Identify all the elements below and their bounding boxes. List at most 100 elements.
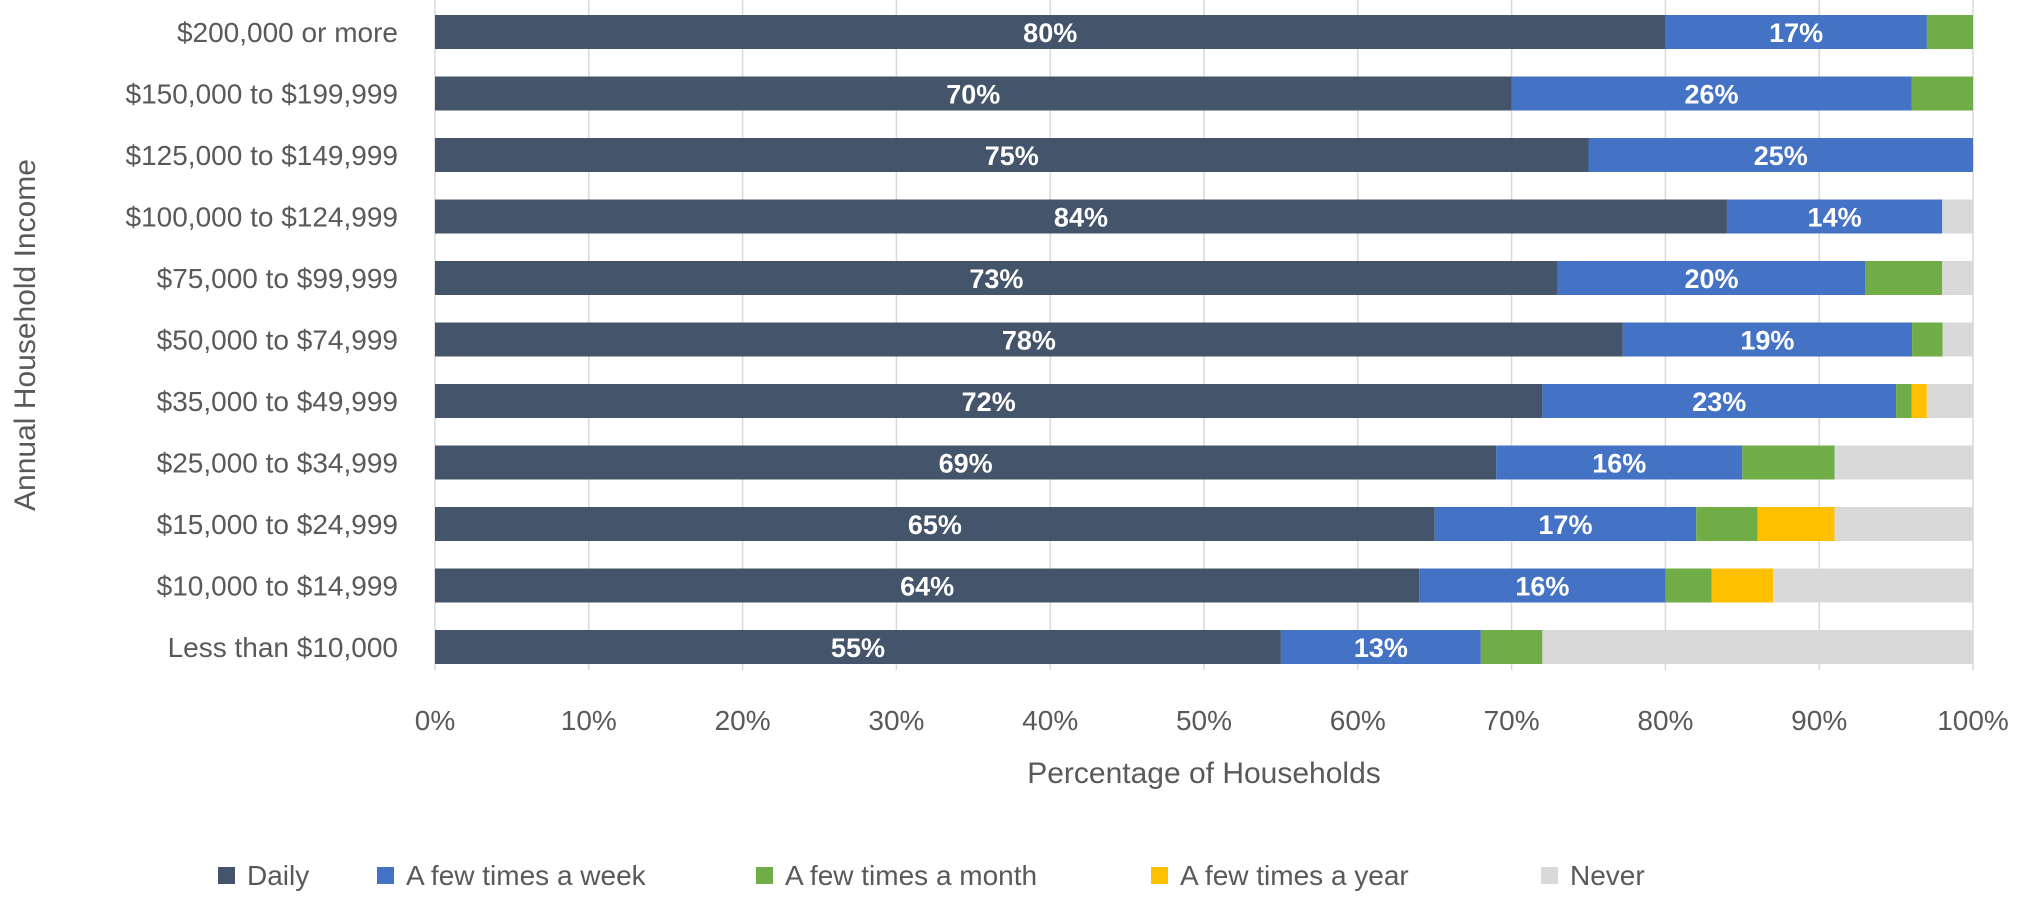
bar-segment [1622, 322, 1913, 357]
category-label: $35,000 to $49,999 [157, 386, 398, 417]
data-label: 64% [900, 572, 954, 602]
bar-segment [435, 507, 1435, 541]
legend: Daily A few times a week A few times a mon… [218, 860, 1645, 891]
data-label: 75% [985, 141, 1039, 171]
bar-segment [1834, 507, 1973, 541]
y-axis-title: Annual Household Income [9, 159, 42, 511]
x-tick-label: 30% [868, 705, 924, 736]
legend-label: Never [1570, 860, 1645, 891]
category-label: $200,000 or more [177, 17, 398, 48]
category-label: $25,000 to $34,999 [157, 448, 398, 479]
x-tick-label: 0% [415, 705, 455, 736]
category-label: $15,000 to $24,999 [157, 509, 398, 540]
x-tick-label: 80% [1637, 705, 1693, 736]
bar-segment [1665, 15, 1927, 49]
bar-segment [1726, 199, 1943, 234]
legend-swatch [1541, 867, 1558, 884]
data-label: 17% [1769, 18, 1823, 48]
data-label: 65% [908, 510, 962, 540]
data-label: 17% [1538, 510, 1592, 540]
data-label: 69% [939, 449, 993, 479]
bar-segment [1911, 384, 1927, 418]
data-label: 84% [1054, 203, 1108, 233]
legend-label: A few times a week [406, 860, 647, 891]
data-label: 55% [831, 633, 885, 663]
bar-segment [1942, 199, 1973, 234]
data-label: 73% [969, 264, 1023, 294]
data-label: 26% [1685, 80, 1739, 110]
bar-segment [1434, 507, 1697, 541]
data-label: 78% [1002, 326, 1056, 356]
x-tick-label: 20% [715, 705, 771, 736]
bar-segment [435, 199, 1727, 234]
bar-segment [435, 138, 1589, 172]
x-tick-label: 50% [1176, 705, 1232, 736]
data-label: 19% [1740, 326, 1794, 356]
x-tick-label: 100% [1937, 705, 2009, 736]
bar-segment [435, 445, 1497, 480]
data-label: 25% [1754, 141, 1808, 171]
data-label: 16% [1515, 572, 1569, 602]
x-axis-title: Percentage of Households [1027, 757, 1381, 790]
data-label: 13% [1354, 633, 1408, 663]
bar-segment [1926, 384, 1973, 418]
bar-segment [1588, 138, 1973, 172]
data-label: 16% [1592, 449, 1646, 479]
bar-segment [1557, 261, 1866, 295]
legend-swatch [756, 867, 773, 884]
legend-swatch [218, 867, 235, 884]
bar-segment [1665, 568, 1712, 603]
bar-segment [435, 76, 1512, 111]
bar-segment [1696, 507, 1758, 541]
bar-segment [1496, 445, 1743, 480]
category-label: $10,000 to $14,999 [157, 571, 398, 602]
bar-segment [1942, 261, 1973, 295]
bar-segment [1865, 261, 1943, 295]
legend-label: Daily [247, 860, 309, 891]
bar-segment [1742, 445, 1835, 480]
category-label: $50,000 to $74,999 [157, 325, 398, 356]
bar-segment [1926, 15, 1973, 49]
data-label: 80% [1023, 18, 1077, 48]
data-labels: 80% 17% 70% 26% 75% 25% 84% 14% 73% 20% 78% 19% 72% 2… [831, 18, 1862, 663]
data-label: 72% [962, 387, 1016, 417]
x-tick-label: 70% [1484, 705, 1540, 736]
legend-label: A few times a year [1180, 860, 1409, 891]
bar-segment [1942, 322, 1973, 357]
legend-label: A few times a month [785, 860, 1037, 891]
bar-segment [435, 568, 1420, 603]
bar-segment [435, 15, 1666, 49]
bar-segment [1912, 322, 1943, 357]
category-labels: $200,000 or more $150,000 to $199,999 $125… [126, 17, 398, 663]
bar-segment [1773, 568, 1973, 603]
category-label: Less than $10,000 [168, 632, 398, 663]
category-label: $125,000 to $149,999 [126, 140, 398, 171]
bar-segment [435, 630, 1281, 664]
category-label: $150,000 to $199,999 [126, 79, 398, 110]
bar-segment [1834, 445, 1973, 480]
x-tick-label: 90% [1791, 705, 1847, 736]
bar-segment [1511, 76, 1912, 111]
category-label: $75,000 to $99,999 [157, 263, 398, 294]
legend-swatch [377, 867, 394, 884]
bar-segment [1480, 630, 1543, 664]
x-tick-label: 40% [1022, 705, 1078, 736]
bar-segment [435, 384, 1543, 418]
x-tick-label: 10% [561, 705, 617, 736]
data-label: 14% [1808, 203, 1862, 233]
category-label: $100,000 to $124,999 [126, 202, 398, 233]
bar-segment [1896, 384, 1912, 418]
data-label: 23% [1692, 387, 1746, 417]
legend-swatch [1151, 867, 1168, 884]
bar-segment [435, 261, 1558, 295]
data-label: 70% [946, 80, 1000, 110]
data-label: 20% [1685, 264, 1739, 294]
bar-segment [1280, 630, 1481, 664]
bar-segment [1911, 76, 1973, 111]
bar-segment [435, 322, 1623, 357]
bar-segment [1542, 384, 1897, 418]
bar-segment [1419, 568, 1666, 603]
bar-segment [1711, 568, 1774, 603]
